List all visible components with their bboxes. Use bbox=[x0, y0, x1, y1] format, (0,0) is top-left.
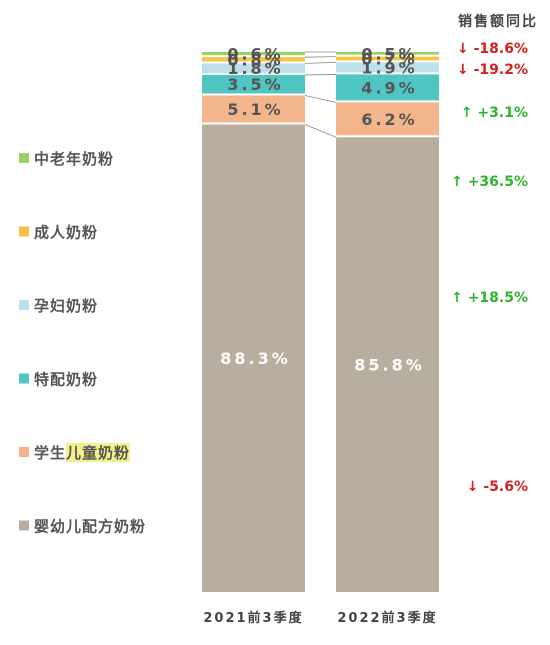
yoy-change-label: ↑ +36.5% bbox=[451, 174, 528, 190]
x-tick-label: 2021前3季度 bbox=[203, 610, 303, 626]
segment-value-label: 88.3% bbox=[220, 349, 291, 368]
yoy-change-label: ↑ +3.1% bbox=[461, 105, 528, 121]
yoy-column: 销售额同比 ↓ -5.6% ↑ +18.5% ↑ +36.5% ↑ +3.1% ↓ -1… bbox=[451, 13, 538, 495]
legend-swatch bbox=[19, 447, 29, 457]
segment-value-label: 5.1% bbox=[227, 100, 283, 119]
legend-swatch bbox=[19, 520, 29, 531]
legend-item: 成人奶粉 bbox=[19, 224, 98, 242]
legend-label: 中老年奶粉 bbox=[34, 150, 114, 168]
segment-value-label: 1.8% bbox=[227, 59, 283, 78]
legend-label: 婴幼儿配方奶粉 bbox=[34, 518, 146, 536]
bar-segment bbox=[336, 62, 439, 73]
legend-highlight bbox=[66, 443, 131, 462]
legend-label: 学生儿童奶粉 bbox=[34, 444, 130, 462]
bar-segment bbox=[202, 124, 305, 592]
legend-item: 中老年奶粉 bbox=[19, 150, 114, 168]
connector-lines bbox=[304, 51, 337, 138]
bars bbox=[202, 52, 439, 592]
x-tick-label: 2022前3季度 bbox=[337, 610, 437, 626]
yoy-title: 销售额同比 bbox=[458, 13, 538, 30]
bar-segment bbox=[202, 57, 305, 62]
connector-line bbox=[304, 61, 337, 64]
bar-segment bbox=[202, 74, 305, 94]
segment-value-label: 0.6% bbox=[227, 45, 283, 64]
yoy-change-label: ↓ -18.6% bbox=[457, 41, 528, 57]
segment-labels: 88.3% 5.1% 3.5%1.8%0.8%0.6% 85.8% 6.2% 4.9%1.… bbox=[220, 44, 425, 375]
segment-value-label: 4.9% bbox=[361, 78, 417, 97]
yoy-change-label: ↑ +18.5% bbox=[451, 290, 528, 306]
x-axis: 2021前3季度 2022前3季度 bbox=[203, 610, 437, 626]
legend-label: 孕妇奶粉 bbox=[34, 297, 98, 315]
connector-line bbox=[304, 95, 337, 103]
connector-line bbox=[304, 56, 337, 58]
legend-item: 孕妇奶粉 bbox=[19, 297, 98, 315]
legend-swatch bbox=[19, 300, 29, 310]
bar-segment bbox=[202, 63, 305, 73]
segment-value-label: 6.2% bbox=[361, 110, 417, 129]
legend-swatch bbox=[19, 373, 29, 384]
bar-segment bbox=[336, 74, 439, 101]
legend-item: 特配奶粉 bbox=[19, 371, 98, 389]
connector-line bbox=[304, 74, 337, 76]
bar-segment bbox=[336, 137, 439, 592]
legend-label: 成人奶粉 bbox=[34, 224, 98, 242]
yoy-change-label: ↓ -5.6% bbox=[467, 479, 528, 495]
yoy-change-label: ↓ -19.2% bbox=[457, 62, 528, 78]
bar-segment bbox=[336, 52, 439, 55]
segment-value-label: 1.9% bbox=[361, 58, 417, 77]
bar-segment bbox=[202, 95, 305, 123]
connector-line bbox=[304, 124, 337, 138]
bar-segment bbox=[336, 102, 439, 136]
segment-value-label: 3.5% bbox=[227, 75, 283, 94]
legend-swatch bbox=[19, 153, 29, 163]
segment-value-label: 0.8% bbox=[227, 50, 283, 69]
legend-item: 婴幼儿配方奶粉 bbox=[19, 518, 146, 536]
segment-value-label: 85.8% bbox=[354, 356, 425, 375]
legend-swatch bbox=[19, 226, 29, 237]
legend-label: 特配奶粉 bbox=[34, 371, 98, 389]
segment-value-label: 0.7% bbox=[361, 50, 417, 69]
segment-value-label: 0.5% bbox=[361, 44, 417, 63]
legend-item: 学生儿童奶粉 bbox=[19, 443, 131, 462]
bar-segment bbox=[336, 56, 439, 61]
bar-segment bbox=[202, 52, 305, 56]
